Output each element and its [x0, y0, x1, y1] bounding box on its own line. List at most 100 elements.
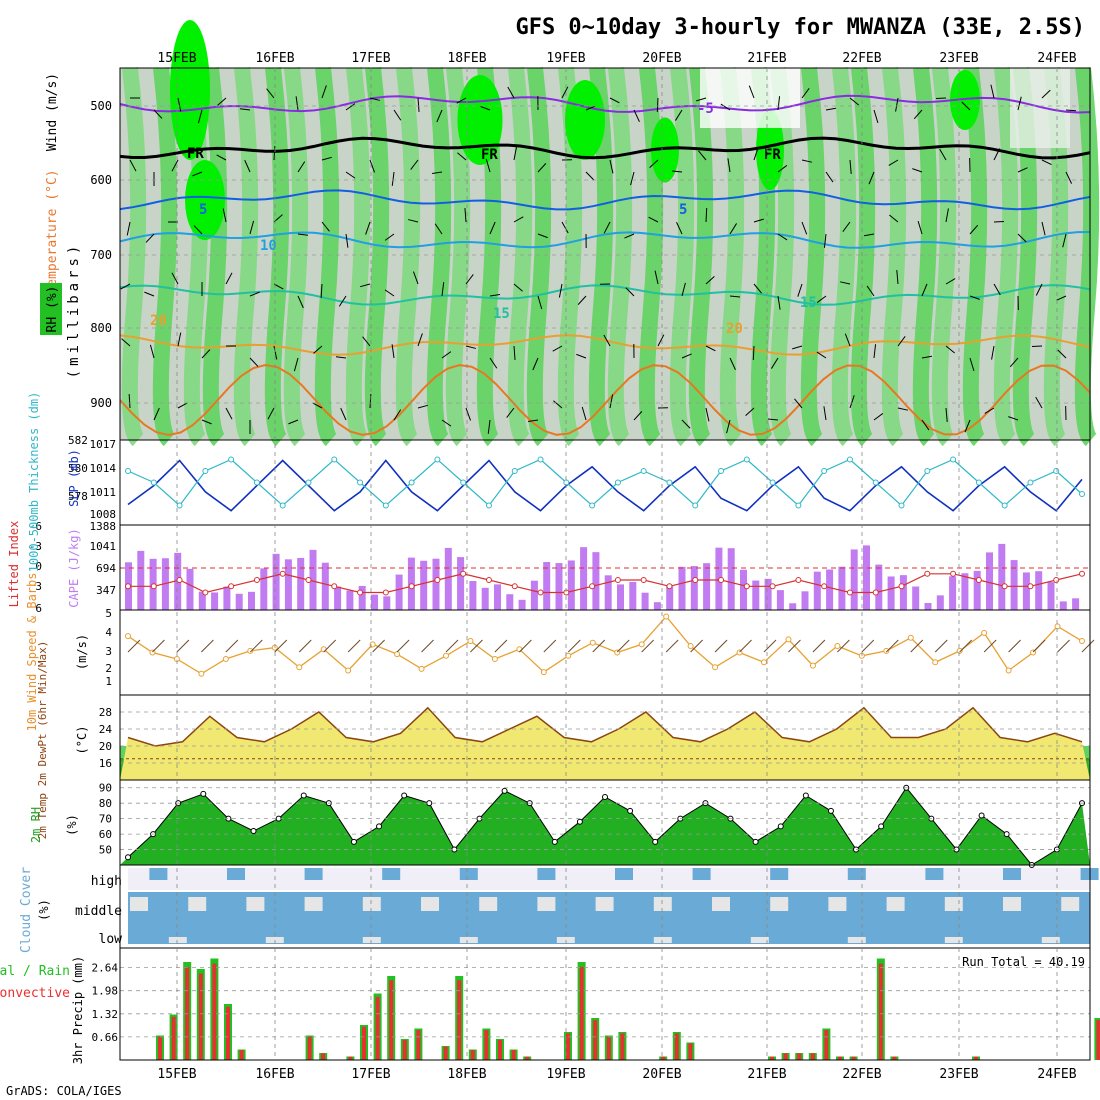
cape-bar — [444, 547, 452, 610]
wind-barb — [465, 345, 476, 349]
wind-barb — [527, 419, 539, 422]
wind-barb — [921, 355, 933, 359]
wind-speed-line-marker — [198, 670, 205, 677]
wind-barb — [297, 233, 309, 236]
rh-high-area — [457, 75, 503, 165]
upper-wind-label: Wind (m/s) — [45, 73, 60, 151]
thickness-line-marker — [228, 456, 235, 463]
precip-conv-bar — [457, 980, 462, 1060]
wind-barb — [888, 159, 899, 166]
rh-band — [526, 67, 552, 447]
wind-speed-line-marker — [907, 634, 914, 641]
rh-band — [881, 67, 907, 447]
wind-barb — [537, 295, 543, 310]
precip-tick: 1.32 — [92, 1008, 119, 1021]
contour-label: 10 — [260, 238, 277, 254]
wind-barb — [753, 283, 762, 294]
wind-barb — [177, 97, 182, 112]
wind-barb — [456, 97, 467, 104]
wind-speed-line-marker — [1054, 623, 1061, 630]
date-label-bottom: 19FEB — [546, 1067, 585, 1082]
li-line-marker — [253, 577, 260, 583]
wind-barb — [393, 409, 402, 421]
li-tick: 0 — [35, 560, 42, 573]
cloud-high-cell — [304, 868, 323, 880]
rh-band — [202, 67, 228, 447]
precip-conv-bar — [674, 1033, 679, 1060]
cape-bar — [1059, 601, 1067, 610]
footer-credit: GrADS: COLA/IGES — [6, 1084, 122, 1098]
wind-barb — [585, 105, 596, 111]
wind-tick: 2 — [105, 662, 112, 675]
wind-speed-line-marker — [809, 662, 816, 669]
wind-unit: (m/s) — [75, 634, 89, 670]
cloud-mid-cell — [421, 897, 439, 911]
precip-conv-bar — [511, 1050, 516, 1060]
cape-bar — [260, 568, 268, 610]
cape-bar — [284, 559, 292, 610]
rh-line-marker — [978, 812, 985, 819]
thickness-line-marker — [408, 479, 415, 486]
wind-barb — [945, 345, 955, 354]
wind-barb — [561, 86, 569, 99]
wind-barb — [816, 295, 827, 303]
wind-barb — [993, 283, 1001, 296]
wind-barb — [121, 338, 131, 347]
wind-barb — [176, 639, 190, 653]
wind-speed-line-marker — [394, 651, 401, 658]
rh-tick: 70 — [99, 813, 112, 826]
cloud-high-cell — [1003, 868, 1021, 880]
rh-band — [314, 67, 340, 447]
li-line-marker — [743, 583, 750, 590]
cape-bar — [358, 585, 366, 610]
precip-conv-bar — [974, 1056, 978, 1060]
wind-barb — [705, 407, 710, 422]
wind-barb — [675, 109, 683, 121]
wind-barb — [391, 344, 395, 359]
li-line-marker — [279, 570, 286, 577]
precip-conv-bar — [810, 1053, 815, 1060]
date-label-bottom: 20FEB — [642, 1067, 681, 1082]
cape-bar — [850, 549, 858, 610]
wind-barb — [912, 168, 923, 173]
wind-barb — [868, 171, 875, 185]
cape-bar — [801, 591, 809, 610]
rh-line-marker — [576, 818, 583, 825]
thickness-line-marker — [150, 479, 157, 486]
wind-barb — [767, 418, 779, 421]
cloud-low-cell — [1041, 937, 1060, 943]
wind-barb — [603, 221, 611, 234]
wind-barb — [609, 394, 614, 409]
wind-barb — [288, 419, 299, 425]
li-line-marker — [382, 589, 389, 596]
precip-frame — [119, 947, 1091, 1061]
wind-barb — [345, 171, 356, 179]
wind-barb — [201, 419, 212, 425]
cape-label: CAPE (J/kg) — [67, 528, 81, 607]
wind-speed-line-marker — [565, 652, 572, 659]
precip-conv-bar — [226, 1006, 230, 1060]
wind-barb — [961, 101, 971, 111]
wind-barb — [1057, 349, 1067, 359]
thickness-line-marker — [331, 456, 338, 463]
wind-barb — [654, 270, 659, 285]
precip-conv-bar — [198, 973, 203, 1060]
precip-tick: 2.64 — [92, 962, 119, 975]
wind-barb — [698, 150, 707, 161]
cloud-high-cell — [459, 868, 478, 880]
wind-barb — [421, 639, 434, 653]
li-line-marker — [898, 583, 905, 590]
date-label-top: 17FEB — [351, 51, 390, 66]
cloud-high-cell — [770, 868, 789, 880]
cape-bar — [223, 586, 231, 610]
precip-conv-bar — [824, 1030, 829, 1060]
date-label-bottom: 18FEB — [447, 1067, 486, 1082]
thickness-line-marker — [821, 468, 828, 474]
wind-barb — [149, 344, 155, 359]
wind-barb — [470, 639, 483, 653]
wind-speed-line-marker — [296, 664, 303, 671]
wind-barb — [312, 402, 323, 409]
wind-barb — [487, 419, 491, 434]
rh-line-marker — [350, 838, 357, 845]
